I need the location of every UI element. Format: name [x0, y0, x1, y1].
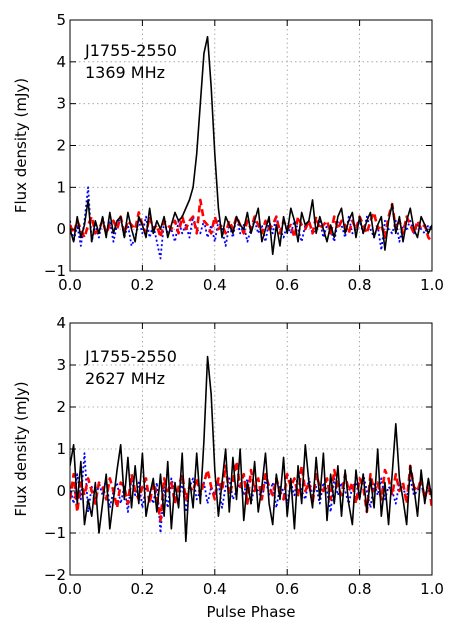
frequency-label: 2627 MHz	[85, 369, 165, 388]
y-axis-label: Flux density (mJy)	[12, 78, 30, 213]
x-tick-label: 0.4	[203, 276, 227, 294]
y-tick-label: 4	[56, 53, 66, 71]
y-tick-label: 1	[56, 178, 66, 196]
y-tick-label: 4	[56, 314, 66, 332]
series-line-dotted	[70, 186, 432, 260]
x-tick-label: 0.0	[58, 580, 82, 598]
x-tick-label: 0.6	[275, 276, 299, 294]
y-tick-label: 0	[56, 482, 66, 500]
x-tick-label: 0.8	[348, 580, 372, 598]
x-tick-label: 1.0	[420, 276, 444, 294]
x-axis-label: Pulse Phase	[206, 603, 295, 621]
frequency-label: 1369 MHz	[85, 63, 165, 82]
x-tick-label: 0.8	[348, 276, 372, 294]
y-tick-label: −2	[44, 566, 66, 584]
pulsar-name-label: J1755-2550	[84, 41, 177, 60]
series-line-solid	[70, 35, 432, 256]
x-tick-label: 0.4	[203, 580, 227, 598]
y-tick-label: −1	[44, 524, 66, 542]
y-tick-label: 0	[56, 220, 66, 238]
y-tick-label: 2	[56, 137, 66, 155]
panel-2: 0.0 0.2 0.4 0.6 0.8 1.0 −2 −1 0 1 2 3 4 Flux density …	[12, 314, 444, 621]
x-tick-label: 0.0	[58, 276, 82, 294]
x-tick-label: 0.6	[275, 580, 299, 598]
panel-1: 0.0 0.2 0.4 0.6 0.8 1.0 −1 0 1 2 3 4 5 Flux density (…	[12, 11, 444, 294]
series-line-solid	[70, 355, 432, 543]
pulsar-name-label: J1755-2550	[84, 347, 177, 366]
y-tick-label: 2	[56, 398, 66, 416]
y-tick-label: 5	[56, 11, 66, 29]
y-tick-label: −1	[44, 262, 66, 280]
x-tick-label: 0.2	[130, 580, 154, 598]
x-tick-label: 0.2	[130, 276, 154, 294]
y-tick-label: 3	[56, 95, 66, 113]
y-tick-label: 1	[56, 440, 66, 458]
y-axis-label: Flux density (mJy)	[12, 381, 30, 516]
x-tick-label: 1.0	[420, 580, 444, 598]
y-tick-label: 3	[56, 356, 66, 374]
